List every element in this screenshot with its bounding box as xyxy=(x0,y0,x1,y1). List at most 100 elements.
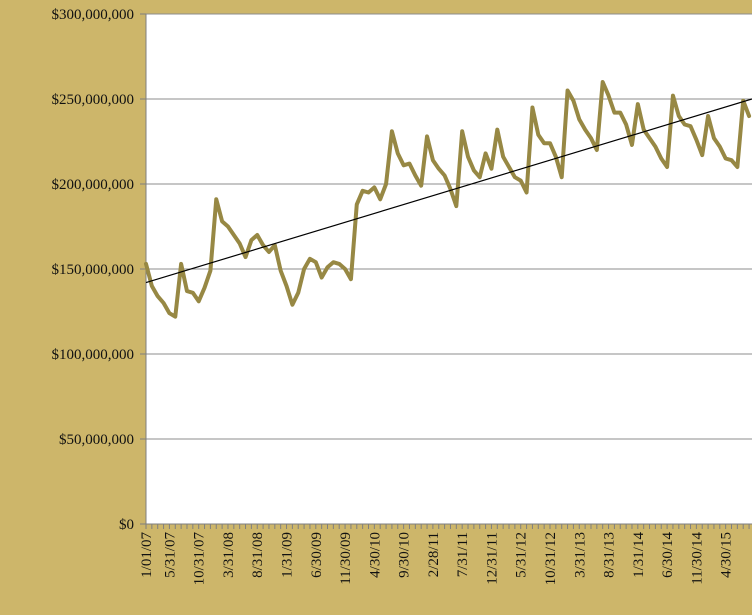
series-line xyxy=(144,80,752,319)
data-point xyxy=(162,301,165,305)
data-point xyxy=(525,191,528,194)
x-tick-label: 6/30/14 xyxy=(660,532,676,578)
data-point xyxy=(343,267,347,271)
x-tick-label: 8/31/13 xyxy=(602,532,618,578)
data-point xyxy=(660,157,663,160)
data-point xyxy=(472,169,476,172)
data-point xyxy=(560,176,563,179)
data-point xyxy=(724,157,727,160)
data-point xyxy=(537,133,540,136)
data-point xyxy=(349,278,353,281)
data-point xyxy=(460,130,464,133)
data-point xyxy=(326,266,329,269)
data-point xyxy=(174,315,177,318)
data-point xyxy=(314,261,317,264)
data-point xyxy=(384,182,388,186)
data-point xyxy=(144,262,148,266)
data-point xyxy=(578,118,581,121)
data-point xyxy=(665,165,669,169)
data-point xyxy=(338,262,341,266)
data-point xyxy=(677,114,681,118)
data-point xyxy=(607,94,610,97)
data-point xyxy=(589,136,593,140)
data-point xyxy=(244,255,247,259)
x-tick-label: 5/31/12 xyxy=(514,532,530,578)
x-tick-label: 7/31/11 xyxy=(455,532,471,577)
data-point xyxy=(267,250,271,254)
data-point xyxy=(572,99,575,102)
y-axis-ticks: $0 $50,000,000 $100,000,000 $150,000,000 $20… xyxy=(52,7,146,533)
data-point xyxy=(619,111,622,114)
data-point xyxy=(747,114,751,118)
data-point xyxy=(367,191,370,194)
data-point xyxy=(583,128,587,131)
data-point xyxy=(390,130,394,133)
data-point xyxy=(261,244,265,247)
data-point xyxy=(402,164,405,167)
x-tick-label: 11/30/14 xyxy=(689,532,705,585)
y-tick-label: $150,000,000 xyxy=(52,262,135,278)
data-point xyxy=(273,244,277,247)
y-tick-label: $0 xyxy=(119,517,134,533)
data-point xyxy=(302,267,306,271)
data-point xyxy=(197,300,200,303)
data-point xyxy=(279,269,282,272)
data-point xyxy=(683,123,686,126)
data-point xyxy=(156,295,159,298)
data-point xyxy=(496,128,499,131)
data-point xyxy=(671,94,675,97)
data-point xyxy=(203,286,206,289)
data-point xyxy=(209,269,212,272)
data-point xyxy=(285,284,288,288)
x-tick-label: 1/01/07 xyxy=(139,532,155,578)
data-point xyxy=(361,189,364,192)
data-point xyxy=(414,174,417,177)
data-point xyxy=(256,233,259,237)
y-tick-label: $100,000,000 xyxy=(52,347,135,363)
data-point xyxy=(419,184,423,187)
x-tick-label: 4/30/10 xyxy=(367,532,383,578)
x-axis-ticks: 1/01/07 5/31/07 10/31/07 3/31/08 8/31/08 1/31… xyxy=(139,524,750,586)
data-point xyxy=(712,136,716,140)
x-tick-label: 1/31/14 xyxy=(631,532,647,578)
x-tick-label: 9/30/10 xyxy=(397,532,413,578)
x-tick-label: 5/31/07 xyxy=(162,532,178,578)
data-point xyxy=(291,303,294,306)
data-point xyxy=(484,152,487,155)
data-point xyxy=(425,135,429,138)
x-tick-label: 4/30/15 xyxy=(719,532,735,578)
x-tick-label: 8/31/08 xyxy=(250,532,266,578)
y-tick-label: $250,000,000 xyxy=(52,92,135,108)
data-point xyxy=(490,167,493,170)
x-tick-label: 11/30/09 xyxy=(338,532,354,585)
data-point xyxy=(332,261,335,264)
data-point xyxy=(730,159,733,162)
data-point xyxy=(408,162,411,165)
data-point xyxy=(179,262,183,266)
x-tick-label: 10/31/12 xyxy=(543,532,559,585)
data-point xyxy=(507,165,511,169)
x-tick-label: 10/31/07 xyxy=(192,532,208,586)
data-point xyxy=(355,203,358,206)
data-point xyxy=(519,179,522,182)
trendline xyxy=(145,98,752,284)
x-tick-label: 3/31/13 xyxy=(572,532,588,578)
data-point xyxy=(297,291,300,294)
data-point xyxy=(601,80,604,84)
x-tick-label: 1/31/09 xyxy=(280,532,296,578)
data-point xyxy=(613,111,616,114)
data-point xyxy=(501,155,505,158)
data-point xyxy=(320,276,323,279)
data-point xyxy=(654,145,657,148)
y-tick-label: $300,000,000 xyxy=(52,7,135,23)
data-point xyxy=(250,238,253,242)
data-point xyxy=(736,165,739,169)
y-tick-label: $50,000,000 xyxy=(59,432,134,448)
x-tick-label: 12/31/11 xyxy=(484,532,500,585)
data-point xyxy=(308,257,312,260)
data-point xyxy=(443,174,446,177)
data-point xyxy=(554,155,558,158)
data-point xyxy=(150,284,154,288)
